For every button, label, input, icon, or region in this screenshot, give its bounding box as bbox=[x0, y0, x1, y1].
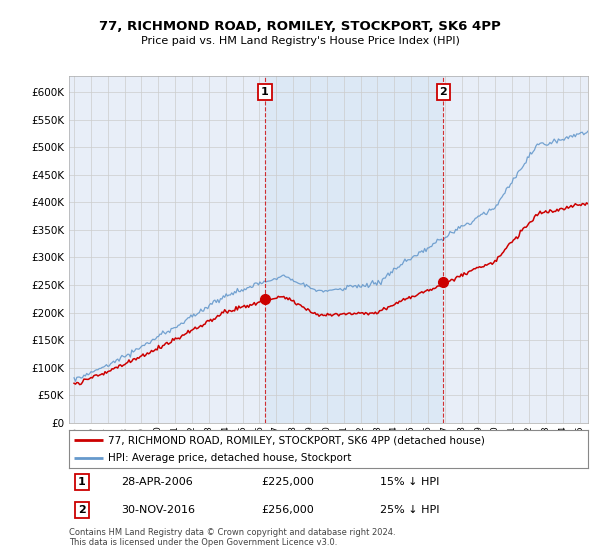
Text: £256,000: £256,000 bbox=[261, 505, 314, 515]
Text: £225,000: £225,000 bbox=[261, 477, 314, 487]
Text: 25% ↓ HPI: 25% ↓ HPI bbox=[380, 505, 440, 515]
Text: Price paid vs. HM Land Registry's House Price Index (HPI): Price paid vs. HM Land Registry's House … bbox=[140, 36, 460, 46]
Text: 77, RICHMOND ROAD, ROMILEY, STOCKPORT, SK6 4PP (detached house): 77, RICHMOND ROAD, ROMILEY, STOCKPORT, S… bbox=[108, 435, 485, 445]
Text: 2: 2 bbox=[78, 505, 86, 515]
Text: 1: 1 bbox=[78, 477, 86, 487]
Text: 15% ↓ HPI: 15% ↓ HPI bbox=[380, 477, 440, 487]
Text: Contains HM Land Registry data © Crown copyright and database right 2024.
This d: Contains HM Land Registry data © Crown c… bbox=[69, 528, 395, 547]
Text: 77, RICHMOND ROAD, ROMILEY, STOCKPORT, SK6 4PP: 77, RICHMOND ROAD, ROMILEY, STOCKPORT, S… bbox=[99, 20, 501, 32]
Text: 30-NOV-2016: 30-NOV-2016 bbox=[121, 505, 195, 515]
Bar bbox=[265, 76, 443, 423]
Text: 2: 2 bbox=[440, 87, 447, 97]
Text: 1: 1 bbox=[261, 87, 269, 97]
Text: 28-APR-2006: 28-APR-2006 bbox=[121, 477, 193, 487]
Text: HPI: Average price, detached house, Stockport: HPI: Average price, detached house, Stoc… bbox=[108, 453, 352, 463]
